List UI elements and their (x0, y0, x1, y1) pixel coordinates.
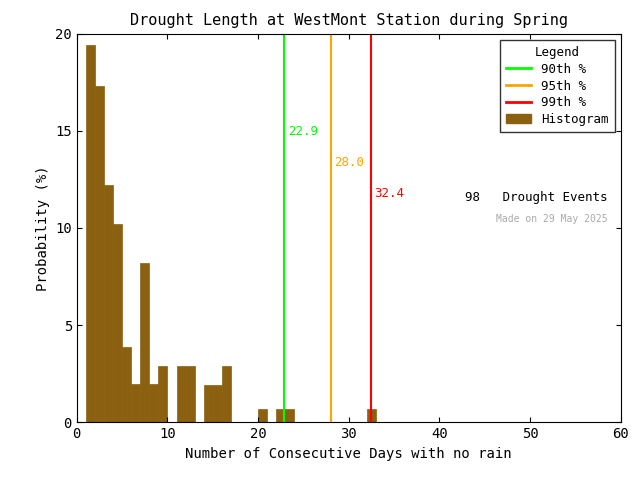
Bar (212, 385, 222, 422)
Y-axis label: Probability (%): Probability (%) (36, 165, 50, 291)
Text: 22.9: 22.9 (288, 125, 318, 138)
Bar (122, 347, 131, 422)
Title: Drought Length at WestMont Station during Spring: Drought Length at WestMont Station durin… (130, 13, 568, 28)
Bar (276, 409, 285, 422)
Bar (186, 366, 195, 422)
Bar (222, 366, 231, 422)
Bar (149, 384, 158, 422)
Bar (258, 409, 268, 422)
Bar (86, 45, 95, 422)
Text: 32.4: 32.4 (374, 187, 404, 200)
Bar (113, 224, 122, 422)
Bar (131, 384, 140, 422)
Bar (177, 366, 186, 422)
Bar (95, 86, 104, 422)
X-axis label: Number of Consecutive Days with no rain: Number of Consecutive Days with no rain (186, 447, 512, 461)
Bar (158, 366, 168, 422)
Bar (104, 185, 113, 422)
Text: 28.0: 28.0 (334, 156, 364, 169)
Legend: 90th %, 95th %, 99th %, Histogram: 90th %, 95th %, 99th %, Histogram (500, 40, 614, 132)
Text: Made on 29 May 2025: Made on 29 May 2025 (495, 215, 607, 224)
Bar (367, 409, 376, 422)
Bar (140, 263, 149, 422)
Bar (204, 385, 212, 422)
Bar (285, 409, 294, 422)
Text: 98   Drought Events: 98 Drought Events (465, 191, 607, 204)
